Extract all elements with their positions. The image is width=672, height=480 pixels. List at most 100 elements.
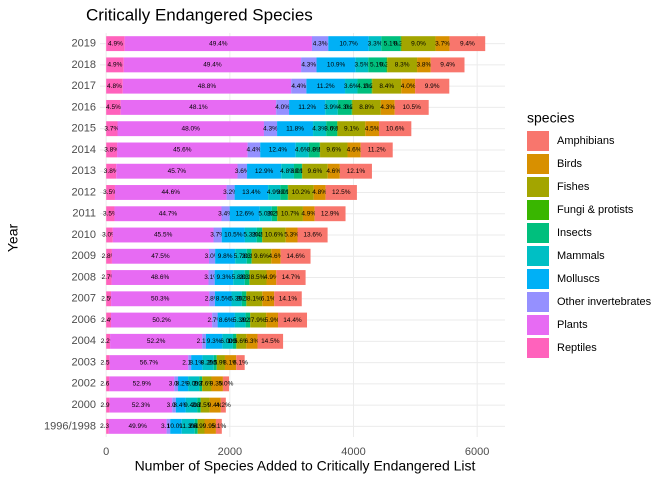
percent-label: 4.0%: [401, 83, 416, 90]
bar-segment: [124, 36, 312, 52]
percent-label: 1.9%: [227, 338, 242, 345]
bar-segment: [211, 376, 223, 392]
y-axis-title: Year: [5, 224, 21, 253]
bar-segment: [314, 206, 346, 222]
legend-key: [527, 269, 549, 289]
legend-label: Plants: [557, 319, 588, 331]
percent-label: 44.6%: [162, 189, 181, 196]
percent-label: 2.3%: [193, 381, 208, 388]
bar-segment: [271, 248, 281, 264]
percent-label: 9.4%: [460, 40, 475, 47]
bar-segment: [106, 376, 110, 392]
percent-label: 9.6%: [254, 253, 269, 260]
bar-segment: [365, 121, 379, 137]
percent-label: 3.7%: [435, 40, 450, 47]
bar-segment: [430, 57, 465, 73]
bar-segment: [209, 248, 216, 264]
percent-label: 3.5%: [103, 189, 118, 196]
bar-segment: [326, 121, 338, 137]
percent-label: 8.2%: [176, 381, 191, 388]
percent-label: 0.2%: [345, 104, 360, 111]
percent-label: 5.8%: [232, 274, 247, 281]
percent-label: 4.8%: [107, 83, 122, 90]
percent-label: 44.7%: [159, 210, 178, 217]
percent-label: 8.1%: [223, 359, 238, 366]
y-tick-label: 2011: [72, 208, 96, 220]
bar-segment: [109, 355, 189, 371]
percent-label: 0.1%: [270, 210, 285, 217]
bar-segment: [337, 99, 352, 115]
bar-segment: [320, 142, 348, 158]
bar-segment: [380, 99, 395, 115]
percent-label: 2.2%: [267, 210, 282, 217]
percent-label: 3.0%: [205, 253, 220, 260]
bar-segment: [274, 291, 302, 307]
y-tick-label: 2008: [72, 271, 96, 283]
bar-segment: [325, 99, 338, 115]
bar-segment: [213, 355, 217, 371]
percent-label: 2.8%: [205, 296, 220, 303]
percent-label: 50.3%: [151, 296, 170, 303]
bar-segment: [166, 418, 171, 434]
bar-segment: [276, 270, 306, 285]
percent-label: 3.7%: [104, 125, 119, 132]
percent-label: 2.6%: [100, 381, 115, 388]
percent-label: 3.0%: [169, 381, 184, 388]
percent-label: 4.9%: [108, 62, 123, 69]
percent-label: 8.4%: [379, 83, 394, 90]
percent-label: 48.0%: [182, 125, 201, 132]
percent-label: 56.7%: [140, 359, 159, 366]
percent-label: 4.3%: [263, 125, 278, 132]
bar-segment: [174, 376, 179, 392]
x-tick-label: 4000: [341, 446, 365, 458]
percent-label: 5.1%: [370, 62, 385, 69]
percent-label: 8.6%: [219, 317, 234, 324]
percent-label: 3.1%: [161, 423, 176, 430]
bar-segment: [280, 248, 311, 264]
bar-segment: [251, 248, 272, 264]
percent-label: 5.7%: [234, 253, 249, 260]
bar-segment: [268, 185, 281, 200]
percent-label: 4.3%: [301, 62, 316, 69]
bar-segment: [217, 312, 235, 328]
percent-label: 10.9%: [327, 62, 346, 69]
percent-label: 3.2%: [223, 189, 238, 196]
y-tick-label: 1996/1998: [44, 420, 96, 432]
percent-label: 2.4%: [101, 317, 116, 324]
percent-label: 10.5%: [403, 104, 422, 111]
percent-label: 2.4%: [189, 423, 204, 430]
percent-label: 6.1%: [233, 359, 248, 366]
legend-label: Molluscs: [557, 273, 600, 285]
percent-label: 3.4%: [218, 210, 233, 217]
bar-segment: [387, 57, 418, 73]
bar-segment: [241, 291, 247, 307]
bar-segment: [106, 355, 110, 371]
percent-label: 2.9%: [101, 402, 116, 409]
y-tick-label: 2003: [72, 356, 96, 368]
y-tick-label: 2016: [72, 101, 96, 113]
percent-label: 11.8%: [286, 125, 304, 132]
bar-segment: [244, 270, 250, 285]
legend-key: [527, 292, 549, 312]
percent-label: 52.3%: [132, 402, 151, 409]
bar-segment: [278, 312, 308, 328]
bar-segment: [200, 397, 210, 413]
bar-segment: [355, 57, 369, 73]
percent-label: 8.1%: [189, 359, 204, 366]
y-tick-label: 2017: [72, 80, 96, 92]
bar-segment: [117, 121, 264, 137]
legend-key: [527, 131, 549, 151]
percent-label: 14.1%: [279, 296, 298, 303]
percent-label: 4.1%: [357, 83, 372, 90]
bar-segment: [327, 163, 340, 179]
bar-segment: [229, 206, 260, 222]
legend-label: Fishes: [557, 181, 590, 193]
percent-label: 12.1%: [347, 168, 366, 175]
percent-label: 3.7%: [210, 232, 225, 239]
percent-label: 2.5%: [101, 359, 116, 366]
bar-segment: [215, 248, 236, 264]
percent-label: 10.0%: [167, 423, 186, 430]
bar-segment: [122, 78, 292, 94]
percent-label: 13.4%: [242, 189, 261, 196]
percent-label: 49.4%: [209, 40, 228, 47]
